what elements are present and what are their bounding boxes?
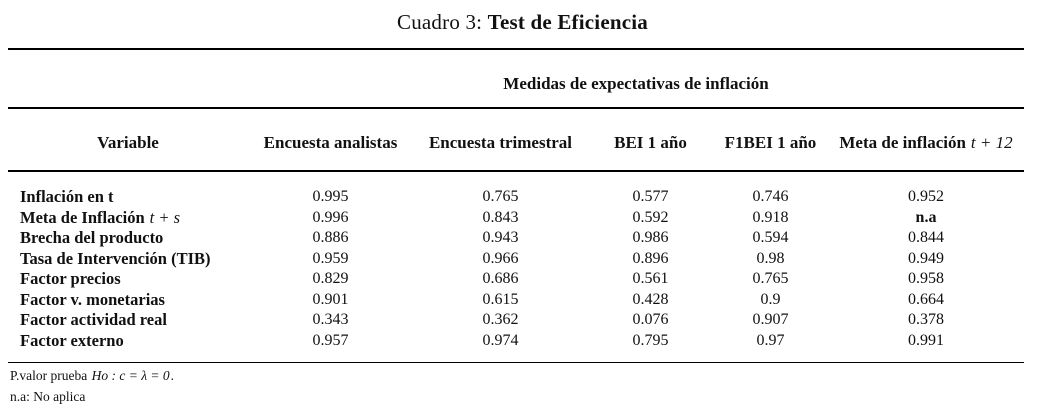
cell-value: 0.765 [713, 269, 828, 290]
cell-value: 0.952 [828, 171, 1024, 208]
column-header-label: F1BEI 1 año [725, 133, 817, 152]
cell-value: 0.9 [713, 290, 828, 311]
row-label-text: Inflación en t [20, 187, 114, 206]
row-label: Meta de Inflación t + s [8, 208, 248, 229]
row-label: Factor externo [8, 331, 248, 363]
panel-header-spacer [8, 50, 248, 108]
column-header-bei-1-ano: BEI 1 año [588, 108, 713, 171]
row-label: Factor precios [8, 269, 248, 290]
table-title: Cuadro 3: Test de Eficiencia [0, 0, 1045, 48]
footnote-na: n.a: No aplica [10, 387, 1045, 407]
column-header-label: Meta de inflación [839, 133, 966, 152]
cell-value: 0.378 [828, 310, 1024, 331]
row-label: Factor v. monetarias [8, 290, 248, 311]
cell-value: 0.765 [413, 171, 588, 208]
cell-value: 0.896 [588, 249, 713, 270]
cell-value: 0.959 [248, 249, 413, 270]
cell-value: 0.943 [413, 228, 588, 249]
cell-value: 0.343 [248, 310, 413, 331]
row-label-text: Tasa de Intervención (TIB) [20, 249, 211, 268]
cell-value: 0.98 [713, 249, 828, 270]
table-title-prefix: Cuadro 3: [397, 10, 482, 34]
cell-value: 0.958 [828, 269, 1024, 290]
panel-header: Medidas de expectativas de inflación [248, 50, 1024, 108]
footnote-text: . [171, 368, 174, 383]
row-label-text: Factor precios [20, 269, 121, 288]
cell-value: 0.886 [248, 228, 413, 249]
cell-value: 0.974 [413, 331, 588, 363]
cell-value: 0.907 [713, 310, 828, 331]
panel-header-row: Medidas de expectativas de inflación [8, 50, 1024, 108]
cell-value: 0.97 [713, 331, 828, 363]
row-label-text: Brecha del producto [20, 228, 163, 247]
footnote-text: n.a: No aplica [10, 389, 85, 404]
footnote-math: Ho : c = λ = 0 [92, 368, 170, 383]
column-header-label: Variable [97, 133, 159, 152]
cell-value: 0.918 [713, 208, 828, 229]
row-label: Brecha del producto [8, 228, 248, 249]
cell-value: 0.076 [588, 310, 713, 331]
cell-value: 0.577 [588, 171, 713, 208]
cell-value: 0.561 [588, 269, 713, 290]
cell-value: 0.362 [413, 310, 588, 331]
cell-value: 0.843 [413, 208, 588, 229]
efficiency-test-table: Medidas de expectativas de inflación Var… [8, 50, 1024, 362]
cell-value: 0.991 [828, 331, 1024, 363]
column-header-variable: Variable [8, 108, 248, 171]
cell-value: 0.795 [588, 331, 713, 363]
cell-value: 0.996 [248, 208, 413, 229]
cell-value: 0.664 [828, 290, 1024, 311]
cell-value: 0.957 [248, 331, 413, 363]
cell-value: 0.829 [248, 269, 413, 290]
row-label-text: Meta de Inflación [20, 208, 145, 227]
cell-value: n.a [828, 208, 1024, 229]
footnote-pvalue: P.valor prueba Ho : c = λ = 0. [10, 366, 1045, 387]
footnote-rule [8, 362, 1024, 363]
column-header-f1bei-1-ano: F1BEI 1 año [713, 108, 828, 171]
cell-value: 0.615 [413, 290, 588, 311]
column-header-label: Encuesta trimestral [429, 133, 572, 152]
row-label-text: Factor externo [20, 331, 124, 350]
cell-value: 0.746 [713, 171, 828, 208]
column-header-encuesta-analistas: Encuesta analistas [248, 108, 413, 171]
column-header-label: BEI 1 año [614, 133, 687, 152]
cell-value: 0.986 [588, 228, 713, 249]
cell-value: 0.901 [248, 290, 413, 311]
cell-value: 0.428 [588, 290, 713, 311]
footnote-text: P.valor prueba [10, 368, 91, 383]
row-label-math: t + s [150, 208, 180, 227]
row-label-text: Factor actividad real [20, 310, 167, 329]
column-header-encuesta-trimestral: Encuesta trimestral [413, 108, 588, 171]
cell-value: 0.844 [828, 228, 1024, 249]
cell-value: 0.966 [413, 249, 588, 270]
column-header-label: Encuesta analistas [264, 133, 398, 152]
row-label: Inflación en t [8, 171, 248, 208]
column-header-meta-inflacion: Meta de inflación t + 12 [828, 108, 1024, 171]
cell-value: 0.949 [828, 249, 1024, 270]
cell-value: 0.995 [248, 171, 413, 208]
cell-value: 0.686 [413, 269, 588, 290]
column-header-math: t + 12 [971, 133, 1013, 152]
cell-value: 0.594 [713, 228, 828, 249]
table-title-text: Test de Eficiencia [488, 10, 648, 34]
row-label: Tasa de Intervención (TIB) [8, 249, 248, 270]
cell-value: 0.592 [588, 208, 713, 229]
column-header-row: Variable Encuesta analistas Encuesta tri… [8, 108, 1024, 171]
row-label: Factor actividad real [8, 310, 248, 331]
row-label-text: Factor v. monetarias [20, 290, 165, 309]
